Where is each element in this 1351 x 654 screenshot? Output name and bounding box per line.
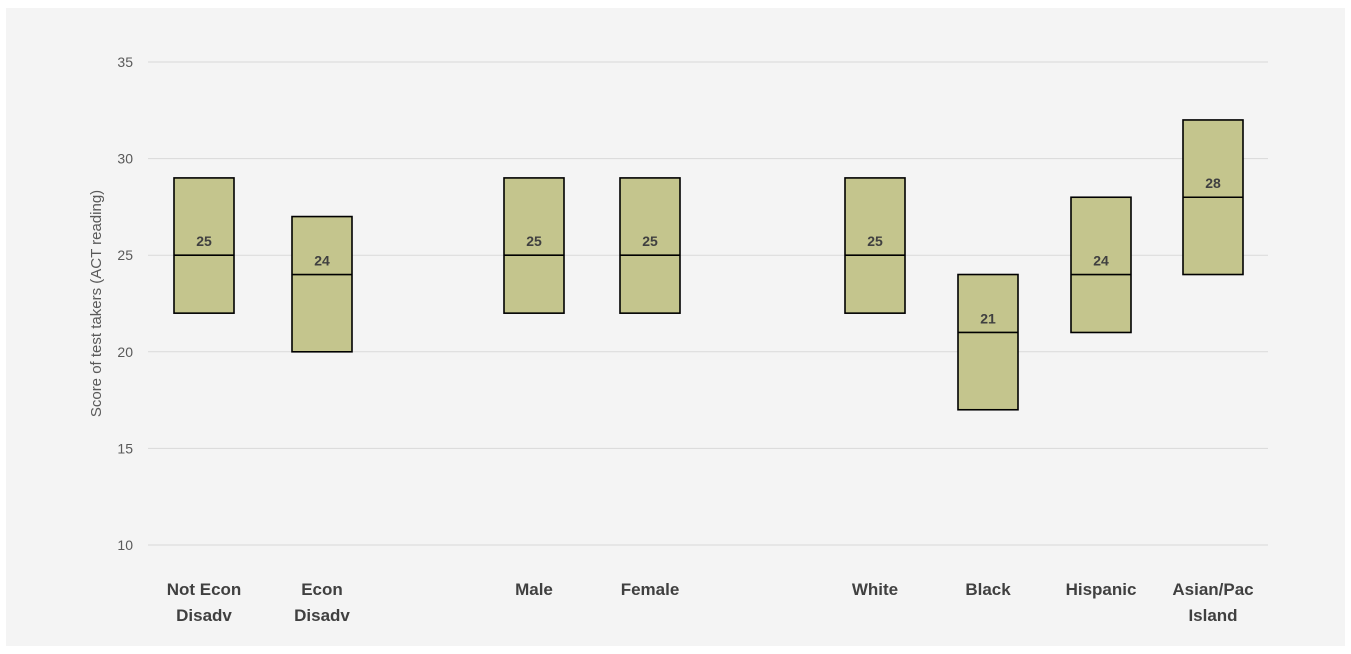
chart-card: 10 15 20 25 30 35 25 24 25 25 25 21 24 28 Not Econ Di… [6,8,1345,646]
category-label: Black [965,580,1011,599]
y-tick-label: 35 [117,54,133,70]
median-value-label: 25 [526,233,542,249]
box-group: 21 [957,273,1019,411]
y-tick-label: 30 [117,151,133,167]
y-tick-label: 20 [117,344,133,360]
y-tick-label: 10 [117,537,133,553]
category-label: Female [621,580,680,599]
median-value-label: 25 [867,233,883,249]
box-range [1070,196,1132,334]
median-value-label: 25 [642,233,658,249]
box-range [957,273,1019,411]
category-label-line: Asian/Pac [1172,580,1253,599]
box-group: 24 [1070,196,1132,334]
box-range [844,177,906,314]
category-labels: Not Econ Disadv Econ Disadv Male Female White B… [167,580,1254,625]
box-group: 25 [173,177,235,314]
category-label-line: Not Econ [167,580,242,599]
category-label-line: Econ [301,580,343,599]
category-label: Male [515,580,553,599]
category-label-line: Hispanic [1066,580,1137,599]
category-label: Hispanic [1066,580,1137,599]
box-range [619,177,681,314]
median-value-label: 24 [314,253,330,269]
category-label-line: Disadv [294,606,350,625]
category-label: Econ Disadv [294,580,350,625]
box-group: 24 [291,215,353,353]
category-label: Asian/Pac Island [1172,580,1253,625]
median-value-label: 21 [980,310,996,326]
median-value-label: 25 [196,233,212,249]
category-label-line: Island [1188,606,1237,625]
box-range [503,177,565,314]
box-range [291,215,353,353]
box-group: 28 [1182,119,1244,276]
median-value-label: 24 [1093,253,1109,269]
category-label-line: Female [621,580,680,599]
median-value-label: 28 [1205,175,1221,191]
box-chart: 10 15 20 25 30 35 25 24 25 25 25 21 24 28 Not Econ Di… [88,54,1268,625]
y-axis-ticks: 10 15 20 25 30 35 [117,54,133,553]
category-label-line: Disadv [176,606,232,625]
y-tick-label: 25 [117,247,133,263]
boxes: 25 24 25 25 25 21 24 28 [173,119,1244,411]
box-group: 25 [844,177,906,314]
category-label: Not Econ Disadv [167,580,242,625]
y-axis-title: Score of test takers (ACT reading) [88,190,105,417]
box-group: 25 [619,177,681,314]
box-range [173,177,235,314]
category-label-line: Male [515,580,553,599]
y-tick-label: 15 [117,440,133,456]
category-label-line: Black [965,580,1011,599]
box-group: 25 [503,177,565,314]
category-label: White [852,580,898,599]
category-label-line: White [852,580,898,599]
